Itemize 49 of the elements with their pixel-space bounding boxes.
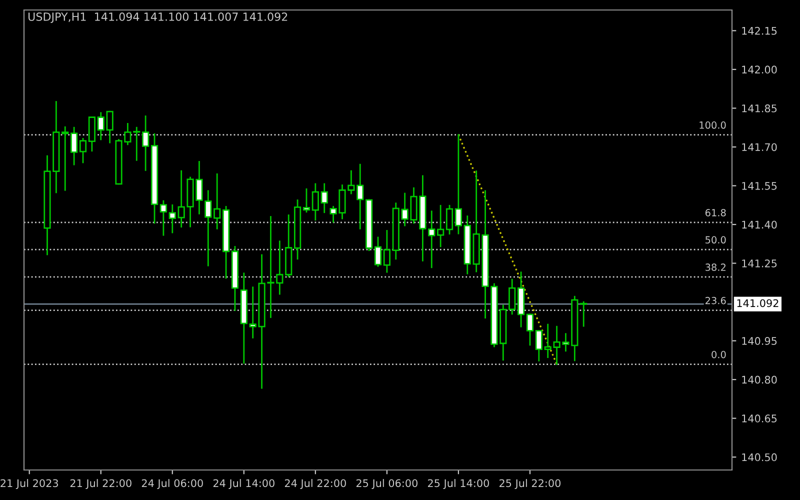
annotation: 100.0 (700, 121, 726, 129)
x-tick-label: 25 Jul 14:00 (428, 479, 489, 490)
candlestick (79, 138, 87, 164)
annotation: 0.0 (712, 350, 726, 358)
x-tick-label: 21 Jul 22:00 (70, 479, 132, 490)
candlestick (168, 204, 176, 234)
y-tick-label: 142.15 (742, 26, 777, 35)
candlestick (437, 204, 444, 248)
candlestick (508, 278, 516, 315)
candlestick (160, 200, 168, 236)
x-tick-label: 25 Jul 22:00 (500, 479, 561, 490)
x-tick-label: 24 Jul 06:00 (142, 479, 203, 490)
candlestick (62, 126, 69, 191)
candlestick (535, 330, 542, 362)
x-tick-label: 25 Jul 06:00 (356, 479, 418, 490)
ref-line-label: 141.092 (737, 299, 778, 308)
candlestick (97, 112, 104, 140)
candlestick (374, 236, 382, 267)
y-tick-label: 141.25 (742, 259, 777, 268)
annotation: 23.6 (706, 296, 726, 304)
y-tick-label: 141.70 (742, 143, 777, 152)
candlestick (320, 183, 328, 214)
candlestick (214, 173, 221, 230)
candlestick (106, 110, 114, 144)
candlestick (454, 134, 462, 234)
annotation: 61.8 (705, 209, 726, 216)
x-tick-label: 24 Jul 14:00 (213, 479, 274, 490)
y-tick-label: 140.65 (742, 414, 777, 422)
y-tick-label: 141.55 (742, 182, 777, 190)
candlestick (383, 230, 390, 273)
y-tick-label: 140.95 (742, 337, 777, 345)
y-tick-label: 141.40 (742, 220, 777, 229)
x-tick-label: 24 Jul 22:00 (284, 479, 346, 490)
y-tick-label: 140.50 (742, 453, 777, 462)
candlestick (142, 116, 150, 171)
candlestick (356, 164, 364, 230)
y-tick-label: 141.85 (742, 104, 777, 112)
candlestick (312, 183, 319, 221)
y-tick-label: 140.80 (742, 376, 777, 384)
candlestick (526, 314, 534, 346)
annotation: 38.2 (706, 264, 726, 271)
y-tick-label: 142.00 (742, 66, 777, 74)
candlestick (446, 204, 454, 234)
chart-title: USDJPY,H1 141.094 141.100 141.007 141.092 (28, 12, 288, 23)
candlestick (580, 301, 588, 327)
candlestick (70, 126, 78, 166)
annotation: 50.0 (706, 236, 726, 244)
candlestick (302, 188, 310, 213)
x-tick-label: 21 Jul 2023 (0, 479, 58, 490)
